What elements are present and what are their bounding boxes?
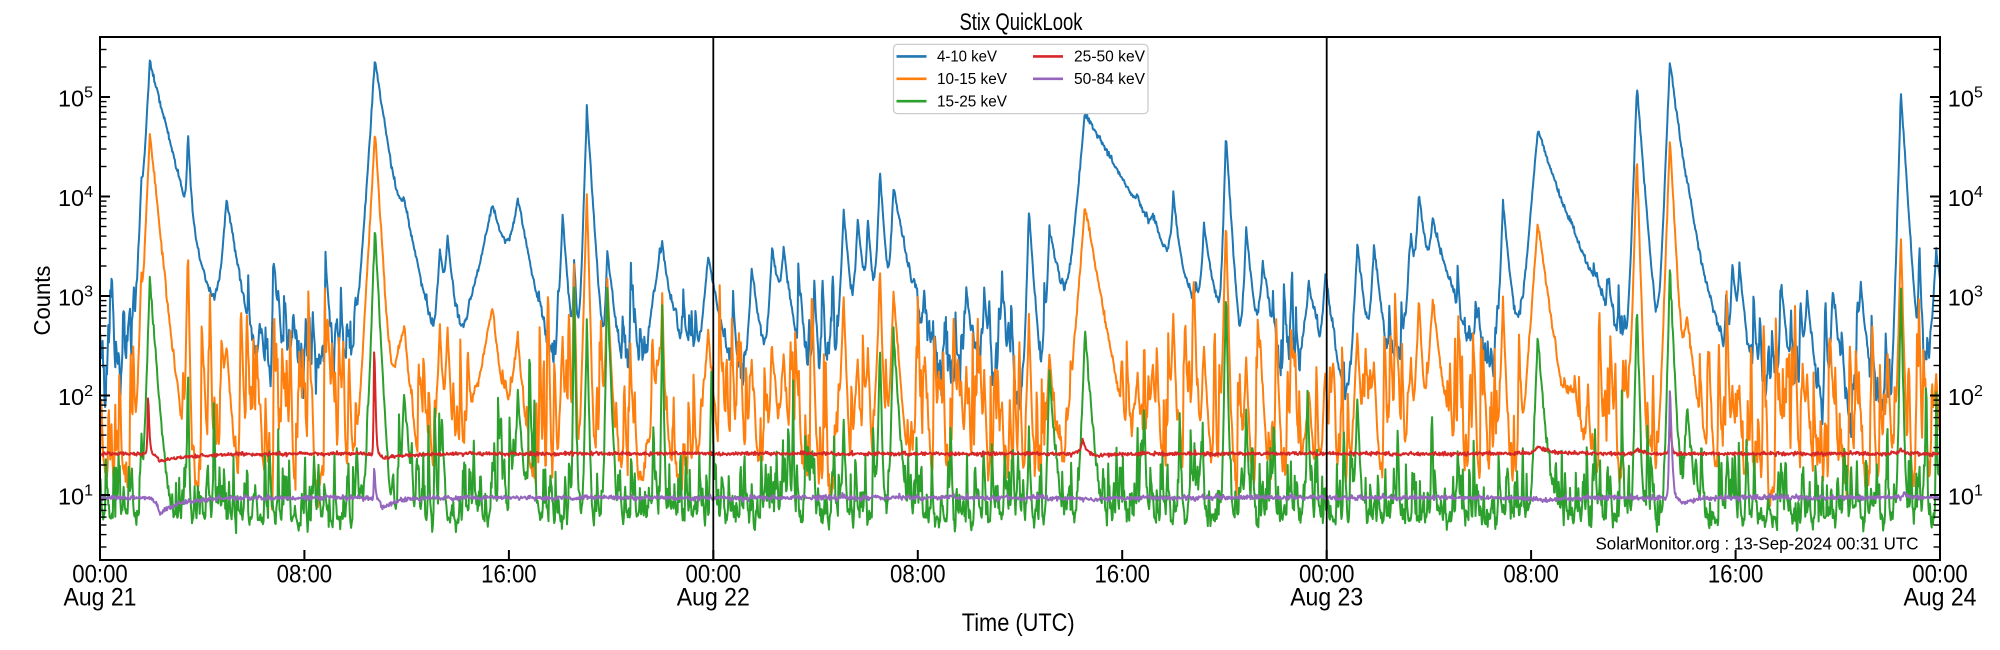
svg-text:00:00: 00:00 — [72, 561, 128, 589]
svg-text:SolarMonitor.org : 13-Sep-2024: SolarMonitor.org : 13-Sep-2024 00:31 UTC — [1596, 534, 1919, 554]
svg-text:Counts: Counts — [29, 266, 55, 336]
svg-text:104: 104 — [58, 184, 93, 211]
svg-text:Aug 23: Aug 23 — [1290, 584, 1363, 612]
svg-text:00:00: 00:00 — [1912, 561, 1968, 589]
svg-text:15-25 keV: 15-25 keV — [937, 93, 1008, 110]
svg-text:08:00: 08:00 — [277, 561, 333, 589]
svg-text:08:00: 08:00 — [890, 561, 946, 589]
svg-text:Time (UTC): Time (UTC) — [962, 609, 1075, 637]
svg-text:101: 101 — [58, 483, 93, 510]
svg-text:Stix QuickLook: Stix QuickLook — [960, 9, 1084, 36]
svg-text:102: 102 — [58, 383, 93, 410]
svg-text:08:00: 08:00 — [1503, 561, 1559, 589]
svg-text:Aug 21: Aug 21 — [64, 584, 137, 612]
svg-text:50-84 keV: 50-84 keV — [1074, 71, 1146, 88]
svg-text:Aug 24: Aug 24 — [1904, 584, 1977, 612]
svg-text:00:00: 00:00 — [686, 561, 742, 589]
svg-text:16:00: 16:00 — [1094, 561, 1150, 589]
svg-text:16:00: 16:00 — [1708, 561, 1764, 589]
svg-text:Aug 22: Aug 22 — [677, 584, 750, 612]
svg-text:25-50 keV: 25-50 keV — [1074, 49, 1146, 66]
svg-text:4-10 keV: 4-10 keV — [937, 49, 998, 66]
svg-text:10-15 keV: 10-15 keV — [937, 71, 1008, 88]
svg-text:16:00: 16:00 — [481, 561, 537, 589]
svg-text:00:00: 00:00 — [1299, 561, 1355, 589]
